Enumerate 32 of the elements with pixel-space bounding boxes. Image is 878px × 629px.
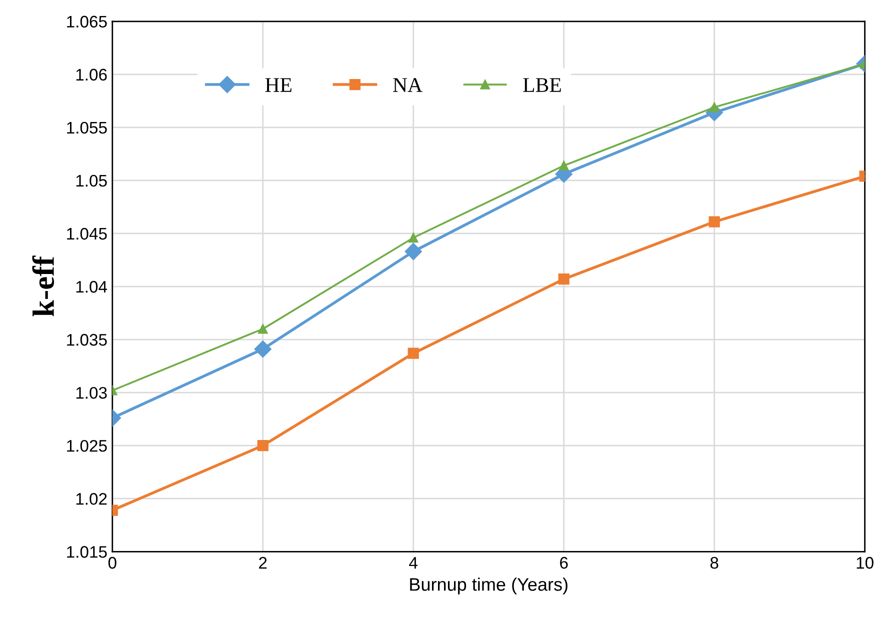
x-tick-label: 0 xyxy=(108,556,116,569)
point xyxy=(254,340,272,358)
x-tick-label: 8 xyxy=(710,556,718,569)
point xyxy=(708,216,720,228)
y-tick-label: 1.025 xyxy=(67,440,107,452)
point xyxy=(408,348,419,359)
point xyxy=(257,440,268,452)
y-tick-label: 1.04 xyxy=(76,280,108,293)
x-tick-label: 6 xyxy=(560,556,568,569)
point xyxy=(408,232,418,243)
legend-label: HE xyxy=(265,78,292,92)
legend-label: NA xyxy=(393,78,422,92)
point xyxy=(709,102,720,112)
y-tick-label: 1.02 xyxy=(76,493,107,505)
point xyxy=(558,274,570,285)
y-tick-label: 1.045 xyxy=(67,228,107,240)
x-axis-title: Burnup time (Years) xyxy=(410,578,568,594)
x-tick-label: 2 xyxy=(259,556,267,569)
point xyxy=(558,160,569,170)
legend-label: LBE xyxy=(523,78,561,92)
point xyxy=(258,324,268,334)
y-tick-label: 1.05 xyxy=(76,174,107,187)
x-tick-label: 10 xyxy=(856,556,874,569)
y-tick-label: 1.03 xyxy=(76,386,107,399)
y-axis-title: k-eff xyxy=(32,256,54,316)
x-tick-label: 4 xyxy=(409,557,418,569)
y-tick-label: 1.015 xyxy=(67,546,107,558)
y-tick-label: 1.055 xyxy=(67,122,107,134)
y-tick-label: 1.06 xyxy=(76,68,107,81)
y-tick-label: 1.035 xyxy=(67,334,107,346)
y-tick-label: 1.065 xyxy=(67,16,107,28)
point xyxy=(404,242,422,260)
